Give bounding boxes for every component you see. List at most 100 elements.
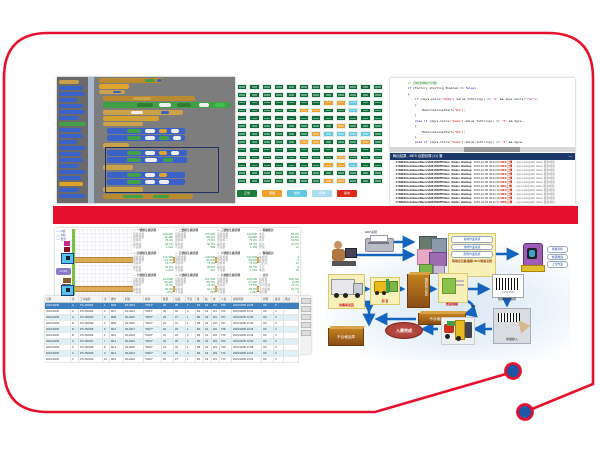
- unload-label: 卸 貨: [381, 299, 389, 303]
- block-chip: [127, 128, 141, 134]
- status-cell: [261, 162, 272, 169]
- inspection-label: 數量檢驗: [445, 302, 458, 306]
- status-cell: [273, 107, 285, 114]
- status-cell: [298, 138, 309, 145]
- sensor-icon-red: [64, 247, 70, 252]
- status-cell: [273, 99, 285, 106]
- palette-block: [59, 140, 77, 144]
- status-cell: [298, 178, 309, 184]
- erp-label: ERP系統: [365, 230, 378, 234]
- status-cell: [372, 115, 383, 122]
- cluster-tag: 烘烤作業系統: [451, 243, 493, 250]
- status-legend: 正常 保養 換線 待機 異常: [237, 190, 397, 199]
- status-cell: [237, 178, 248, 184]
- header-cell: 良品: [174, 296, 186, 303]
- palette-block: [59, 110, 85, 114]
- status-cell: [323, 107, 334, 114]
- status-cell: [237, 123, 248, 130]
- machine-tag: 上架作業: [547, 261, 568, 268]
- status-cell: [298, 84, 309, 90]
- scan-label: 掃描錄入: [505, 337, 518, 341]
- status-cell: [335, 138, 346, 145]
- status-cell: [298, 154, 309, 161]
- code-block: [107, 128, 185, 134]
- status-cell: [335, 178, 346, 184]
- status-cell: [310, 162, 322, 169]
- status-cell: [347, 170, 359, 177]
- block-chip: [145, 128, 155, 134]
- supplier-person-icon: [332, 240, 357, 268]
- status-cell: [310, 178, 322, 184]
- connector-dot-2: [516, 403, 534, 421]
- status-cell: [237, 154, 248, 161]
- table-cell: V: [274, 357, 284, 363]
- palette-block: [59, 92, 85, 96]
- palette-block: [59, 128, 81, 132]
- status-cell: [249, 154, 260, 161]
- status-cell: [347, 123, 359, 130]
- status-cell: [249, 131, 260, 137]
- barcode-print-node: 1 2 3 4 5 6: [492, 274, 524, 298]
- header-cell: 工令編號: [79, 296, 103, 303]
- truck-label: 供應商送貨: [338, 303, 354, 307]
- status-cell: [286, 123, 297, 130]
- status-cell: [249, 138, 260, 145]
- side-button: [300, 322, 311, 328]
- monitor-panel: － 稼動統計 本日 96.2% 本週 94.8% 本月 93.5% 累計 91.2% 警報 12: [259, 228, 299, 250]
- status-cell: [323, 84, 334, 90]
- block-chip: [171, 128, 179, 134]
- code-block: [103, 102, 231, 108]
- code-block: [99, 84, 129, 89]
- status-cell: [286, 99, 297, 106]
- printer-icon: [365, 235, 394, 252]
- labeler-machine-icon: [521, 243, 545, 272]
- block-chip: [157, 78, 162, 83]
- block-chip: [173, 135, 181, 141]
- panel-row: 不良數 1,087: [217, 290, 257, 295]
- status-cell: [298, 107, 309, 114]
- header-cell: 條碼: [144, 296, 162, 303]
- station-icon-1: [61, 253, 74, 264]
- header-cell: 批: [196, 296, 204, 303]
- panel-row: 不良數 1,108: [217, 245, 257, 250]
- table-cell: PA-0622: [124, 357, 144, 363]
- status-cell: [372, 107, 383, 114]
- palette-block: [59, 170, 85, 174]
- status-cell: [237, 170, 248, 177]
- table-cell: 28: [162, 357, 174, 363]
- table-cell: 10: [103, 357, 110, 363]
- status-cell: [249, 146, 260, 153]
- palette-block: [59, 194, 85, 198]
- machine-tag: 標籤列印: [547, 246, 568, 253]
- table-cell: S3: [204, 357, 212, 363]
- status-cell: [298, 123, 309, 130]
- ng-store-node: 不合格品庫: [328, 328, 364, 346]
- block-chip: [159, 128, 167, 134]
- status-cell: [347, 131, 359, 137]
- scan-node: 掃描錄入: [493, 308, 531, 344]
- palette-block: [59, 176, 81, 180]
- forklift-node: 卸 貨: [370, 277, 400, 305]
- status-cell: [335, 154, 346, 161]
- putaway-forklift-icon: [441, 317, 475, 345]
- status-cell: [298, 162, 309, 169]
- sensor-icon-brown: [63, 278, 71, 283]
- palette-block: [59, 146, 85, 150]
- palette-block: [59, 122, 86, 126]
- inspection-node: [438, 273, 468, 303]
- legend-chip: 待機: [312, 190, 332, 197]
- cluster-tag-panel: 投料作業系統 烘烤作業系統 配料作業系統 現場全自動連線 MES條碼系統: [448, 233, 496, 277]
- status-cell: [323, 91, 334, 98]
- monitor-panel: － 四號線生產狀態 目標產量 126,000 實際產量 94,120 達成率 74.7% 稼動…: [133, 251, 173, 273]
- status-cell: [323, 131, 334, 137]
- status-cell: [310, 91, 322, 98]
- machine-tag: 條碼掃描: [547, 253, 568, 260]
- status-cell: [249, 107, 260, 114]
- status-cell: [261, 170, 272, 177]
- done-node: 入庫完成: [385, 322, 423, 339]
- panel-row: 不良數 986: [175, 245, 215, 250]
- status-cell: [372, 162, 383, 169]
- block-chip: [215, 102, 225, 108]
- status-cell: [286, 131, 297, 137]
- block-chip: [127, 135, 141, 141]
